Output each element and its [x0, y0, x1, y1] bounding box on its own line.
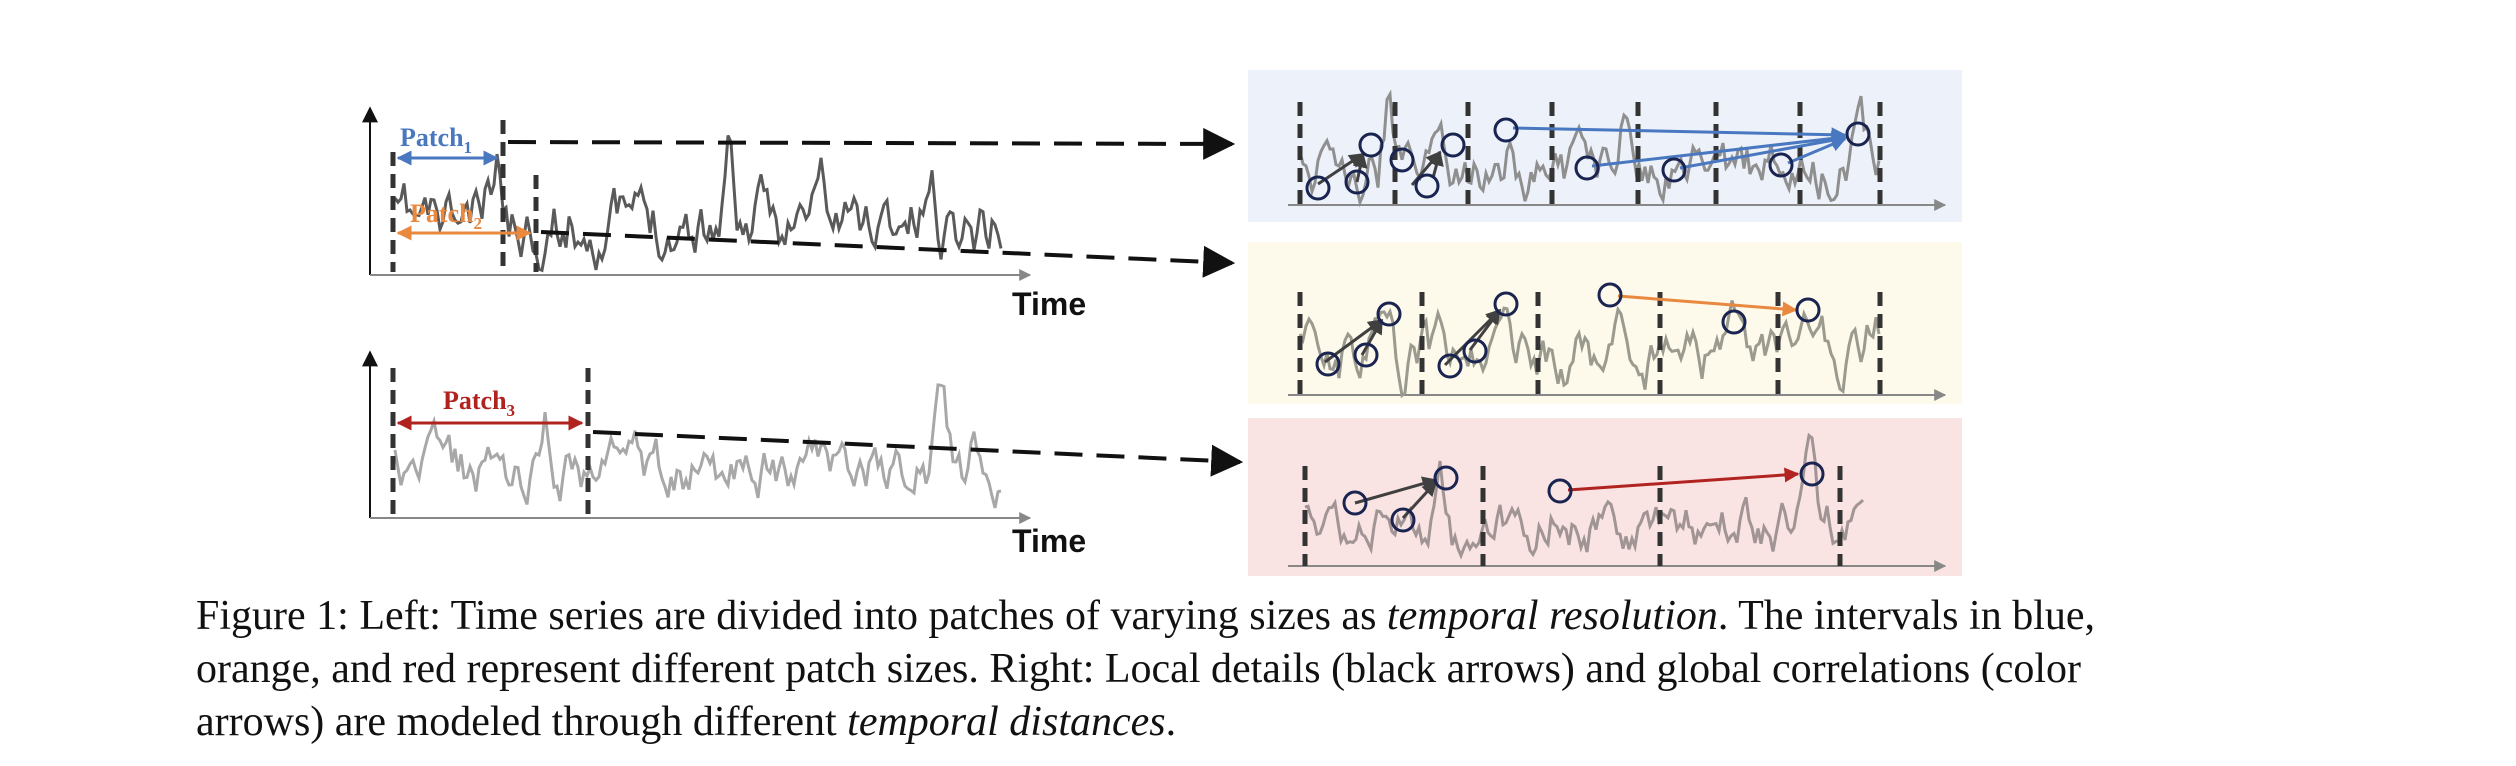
patch-1-subscript: 1 [464, 138, 473, 157]
node [1768, 152, 1794, 178]
global-arrow [1512, 126, 1847, 143]
node [1414, 173, 1440, 199]
patch-dividers [1302, 466, 1843, 566]
node [1389, 147, 1415, 173]
caption-emphasis: temporal distances [847, 699, 1166, 745]
node [1799, 461, 1825, 487]
figure-caption: Figure 1: Left: Time series are divided … [196, 590, 2196, 749]
node [1437, 353, 1463, 379]
nodes [1315, 282, 1821, 379]
node [1597, 282, 1623, 308]
node [1358, 132, 1384, 158]
global-arrows [1512, 126, 1847, 170]
node [1462, 338, 1488, 364]
global-arrow [1567, 467, 1800, 492]
mapping-arrow [592, 430, 1244, 477]
patch-1-label: Patch1 [400, 123, 472, 157]
patch-1-label-text: Patch [400, 123, 464, 152]
node [1661, 157, 1687, 183]
node [1795, 297, 1821, 323]
caption-text: . [1165, 699, 1177, 745]
mapping-arrow [540, 230, 1236, 278]
node [1547, 478, 1573, 504]
node [1342, 490, 1368, 516]
patch-3-label: Patch3 [443, 386, 515, 420]
node [1493, 117, 1519, 143]
right-panel-patch-2 [1248, 242, 1962, 404]
local-arrow [1468, 308, 1502, 351]
node [1493, 291, 1519, 317]
patch-2-label: Patch2 [410, 199, 482, 233]
patch-3-label-text: Patch [443, 386, 507, 415]
caption-text: Figure 1: Left: Time series are divided … [196, 593, 1387, 639]
node [1440, 132, 1466, 158]
node [1433, 465, 1459, 491]
node [1845, 121, 1871, 147]
nodes [1305, 117, 1871, 201]
node [1315, 351, 1341, 377]
node [1353, 342, 1379, 368]
caption-text: . The intervals in blue, orange, and red… [196, 593, 2095, 745]
x-axis-label: Time [1012, 523, 1086, 559]
right-panel-patch-1 [1248, 70, 1962, 222]
patch-3-subscript: 3 [507, 401, 516, 420]
caption-emphasis: temporal resolution [1386, 593, 1718, 639]
local-arrow [1429, 150, 1444, 179]
patch-2-subscript: 2 [474, 214, 483, 233]
time-series-line [393, 134, 1003, 273]
mapping-arrow [507, 127, 1236, 160]
right-panel-patch-3 [1248, 418, 1962, 576]
panel-background [1248, 418, 1962, 576]
local-arrow [1360, 318, 1384, 356]
global-arrow [1591, 131, 1847, 168]
figure-1: Patch1 Patch2 Time Patch3 Time [362, 70, 1962, 576]
panel-background [1248, 242, 1962, 404]
time-series-line [1304, 432, 1865, 560]
time-series-line [393, 383, 1002, 509]
left-top-panel: Patch1 Patch2 Time [362, 106, 1236, 322]
left-bottom-panel: Patch3 Time [362, 350, 1244, 559]
x-axis-label: Time [1012, 286, 1086, 322]
global-arrow [1787, 137, 1847, 165]
node [1390, 507, 1416, 533]
patch-dividers [1297, 292, 1883, 395]
node [1376, 301, 1402, 327]
local-arrow [1352, 152, 1368, 183]
node [1574, 155, 1600, 181]
node [1305, 175, 1331, 201]
node [1721, 309, 1747, 335]
patch-2-label-text: Patch [410, 199, 474, 228]
global-arrow [1679, 133, 1847, 170]
nodes [1342, 461, 1825, 533]
global-arrow [1617, 294, 1798, 317]
time-series-line [1298, 300, 1881, 399]
node [1344, 169, 1370, 195]
